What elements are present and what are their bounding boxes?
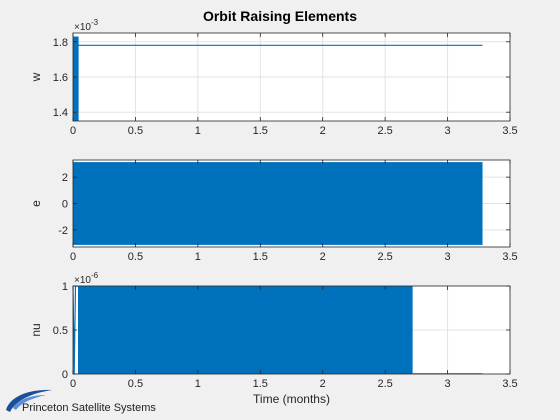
- y-exponent-label: ×10-6: [74, 271, 99, 286]
- x-tick-label: 3.5: [502, 251, 517, 263]
- x-tick-label: 3: [445, 378, 451, 390]
- subplot-3: 0 0.5 1 1.5 2 2.5 3 3.5 0 0.5 1 nu ×10-6 Time (months…: [29, 271, 518, 406]
- subplot-2: 0 0.5 1 1.5 2 2.5 3 3.5 -2 0 2 e: [29, 159, 518, 263]
- y-tick-label: 1.8: [53, 37, 68, 49]
- series-group: [73, 286, 483, 374]
- x-tick-label: 2.5: [377, 251, 392, 263]
- axes-container: 0 0.5 1 1.5 2 2.5 3 3.5 1.4 1.6 1.8 w ×10-3 0 0.5 1 1.5 2…: [29, 18, 518, 406]
- x-tick-label: 1.5: [253, 251, 268, 263]
- x-tick-label: 3.5: [502, 378, 517, 390]
- x-tick-label: 2: [320, 251, 326, 263]
- subplot-1: 0 0.5 1 1.5 2 2.5 3 3.5 1.4 1.6 1.8 w ×10-3: [29, 18, 518, 137]
- y-tick-label: 2: [62, 172, 68, 184]
- y-exponent-power: -6: [91, 271, 99, 280]
- x-tick-label: 1: [195, 251, 201, 263]
- y-axis-label: nu: [29, 323, 43, 336]
- x-tick-label: 0: [70, 378, 76, 390]
- x-tick-label: 0.5: [128, 125, 143, 137]
- x-tick-label: 3: [445, 125, 451, 137]
- x-tick-label: 2.5: [377, 125, 392, 137]
- x-axis-label: Time (months): [253, 392, 330, 406]
- x-tick-label: 0.5: [128, 251, 143, 263]
- series-band-1: [77, 286, 413, 374]
- company-logo: Princeton Satellite Systems: [6, 389, 156, 414]
- logo-swoosh-icon: [6, 389, 52, 412]
- x-tick-label: 1.5: [253, 125, 268, 137]
- x-tick-label: 1: [195, 125, 201, 137]
- x-tick-label: 0: [70, 125, 76, 137]
- y-tick-label: 1: [62, 281, 68, 293]
- y-tick-label: 1.6: [53, 72, 68, 84]
- x-tick-label: 3.5: [502, 125, 517, 137]
- y-axis-label: e: [29, 200, 43, 207]
- series-band-2: [73, 36, 79, 121]
- y-tick-label: -2: [58, 225, 68, 237]
- logo-text: Princeton Satellite Systems: [22, 402, 156, 414]
- x-tick-label: 3: [445, 251, 451, 263]
- x-tick-label: 2: [320, 125, 326, 137]
- y-exponent-label: ×10-3: [74, 18, 99, 33]
- y-tick-label: 0: [62, 369, 68, 381]
- series-band-1: [73, 162, 483, 245]
- series-group: [73, 162, 483, 245]
- x-tick-label: 0: [70, 251, 76, 263]
- figure-title: Orbit Raising Elements: [203, 8, 357, 24]
- x-tick-label: 1.5: [253, 378, 268, 390]
- x-tick-label: 0.5: [128, 378, 143, 390]
- y-tick-label: 1.4: [53, 107, 68, 119]
- y-exponent-power: -3: [91, 18, 99, 27]
- y-tick-label: 0.5: [53, 325, 68, 337]
- x-tick-label: 1: [195, 378, 201, 390]
- y-tick-label: 0: [62, 199, 68, 211]
- series-group: [73, 36, 483, 121]
- logo-swoosh-inner-icon: [13, 395, 46, 410]
- y-axis-label: w: [29, 72, 43, 82]
- x-tick-label: 2: [320, 378, 326, 390]
- x-tick-label: 2.5: [377, 378, 392, 390]
